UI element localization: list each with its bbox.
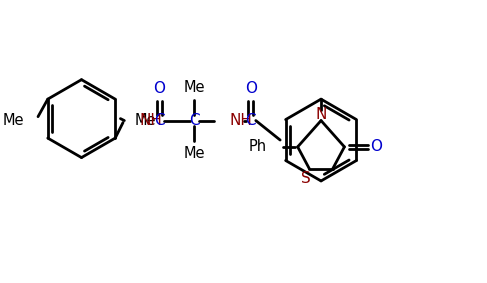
Text: Me: Me [184, 146, 205, 161]
Text: C: C [154, 113, 165, 128]
Text: Me: Me [184, 80, 205, 95]
Text: C: C [189, 113, 200, 128]
Text: S: S [300, 171, 310, 186]
Text: O: O [153, 81, 166, 96]
Text: O: O [245, 81, 257, 96]
Text: C: C [245, 113, 256, 128]
Text: Me: Me [3, 113, 24, 128]
Text: NH: NH [140, 113, 163, 128]
Text: Me: Me [135, 113, 156, 128]
Text: O: O [371, 139, 383, 154]
Text: N: N [316, 107, 327, 122]
Text: NH: NH [229, 113, 252, 128]
Text: Ph: Ph [248, 139, 266, 154]
